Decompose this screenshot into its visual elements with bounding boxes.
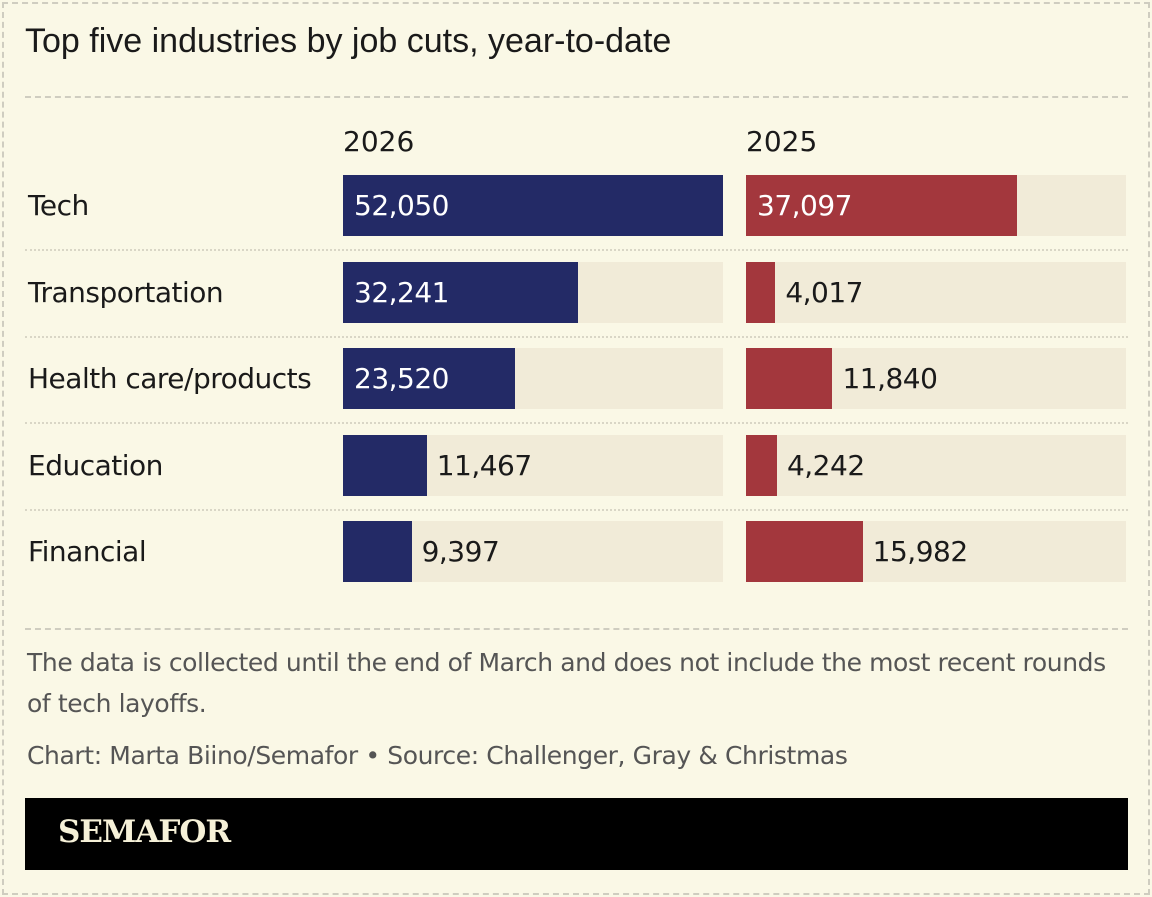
row-separator: [25, 336, 1128, 338]
bar-track: 4,017: [746, 262, 1126, 323]
bar-track: 37,097: [746, 175, 1126, 236]
data-label: 15,982: [872, 535, 968, 568]
divider: [25, 96, 1128, 98]
logo-text: SEMAFOR: [58, 814, 231, 850]
chart-credit: Chart: Marta Biino/Semafor • Source: Cha…: [27, 741, 848, 770]
bar-track: 9,397: [343, 521, 723, 582]
bar-track: 23,520: [343, 348, 723, 409]
data-label: 32,241: [354, 276, 449, 309]
category-label: Financial: [28, 535, 147, 568]
bar-2026: [343, 435, 427, 496]
category-label: Education: [28, 449, 163, 482]
series-label-2025: 2025: [746, 125, 818, 158]
row-separator: [25, 422, 1128, 424]
table-row: Education 11,467 4,242: [0, 435, 1152, 496]
chart-note: The data is collected until the end of M…: [27, 648, 1106, 718]
row-separator: [25, 249, 1128, 251]
data-label: 37,097: [757, 189, 852, 222]
bar-track: 11,467: [343, 435, 723, 496]
semafor-logo: SEMAFOR: [25, 798, 1128, 870]
table-row: Financial 9,397 15,982: [0, 521, 1152, 582]
data-label: 4,017: [785, 276, 863, 309]
bar-track: 11,840: [746, 348, 1126, 409]
bar-2026: [343, 348, 515, 409]
row-separator: [25, 509, 1128, 511]
bar-2025: [746, 262, 776, 323]
table-row: Tech 52,050 37,097: [0, 175, 1152, 236]
data-label: 11,467: [436, 449, 532, 482]
table-row: Health care/products 23,520 11,840: [0, 348, 1152, 409]
data-label: 11,840: [842, 362, 938, 395]
bar-2025: [746, 521, 863, 582]
bar-track: 4,242: [746, 435, 1126, 496]
data-label: 9,397: [421, 535, 500, 568]
category-label: Transportation: [28, 276, 224, 309]
bar-2025: [746, 435, 777, 496]
series-label-2026: 2026: [343, 125, 415, 158]
bar-2025: [746, 175, 1017, 236]
bar-2026: [343, 262, 579, 323]
data-label: 4,242: [786, 449, 865, 482]
bar-2026: [343, 521, 412, 582]
category-label: Tech: [28, 189, 89, 222]
divider: [25, 628, 1128, 630]
chart-title: Top five industries by job cuts, year-to…: [25, 22, 672, 60]
bar-track: 32,241: [343, 262, 723, 323]
bar-track: 15,982: [746, 521, 1126, 582]
category-label: Health care/products: [28, 362, 312, 395]
bar-2026: [343, 175, 723, 236]
data-label: 23,520: [354, 362, 449, 395]
bar-2025: [746, 348, 833, 409]
data-label: 52,050: [354, 189, 449, 222]
table-row: Transportation 32,241 4,017: [0, 262, 1152, 323]
bar-track: 52,050: [343, 175, 723, 236]
